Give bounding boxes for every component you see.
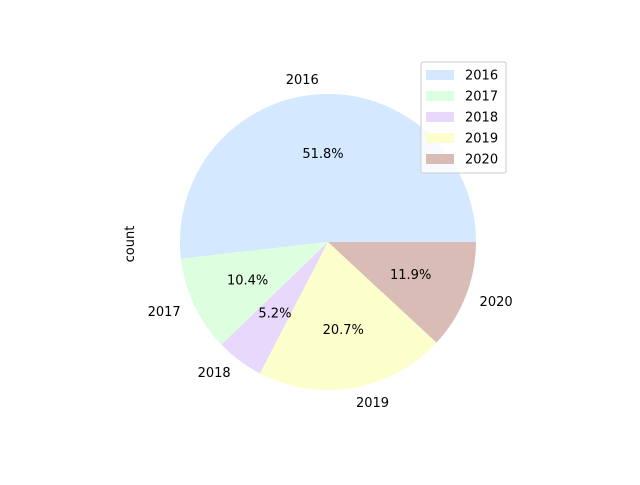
pie-label-2017: 2017	[148, 305, 181, 320]
pie-slice-2020	[328, 242, 476, 343]
pie-percent-2018: 5.2%	[258, 307, 291, 322]
pie-percent-2019: 20.7%	[323, 323, 364, 338]
pie-label-2020: 2020	[480, 295, 513, 310]
pie-slice-2019	[259, 242, 437, 390]
legend-swatch-2018	[426, 112, 454, 122]
pie-label-2019: 2019	[356, 396, 389, 411]
legend-label-2017: 2017	[465, 90, 498, 105]
pie-label-2016: 2016	[286, 73, 319, 88]
pie-percent-2016: 51.8%	[302, 147, 343, 162]
legend-frame	[420, 61, 507, 174]
legend-swatch-2017	[426, 91, 454, 101]
legend-swatch-2016	[426, 70, 454, 80]
legend-label-2019: 2019	[465, 132, 498, 147]
pie-label-2018: 2018	[198, 366, 231, 381]
pie-percent-labels: 51.8% 10.4% 5.2% 20.7% 11.9%	[227, 147, 431, 338]
y-axis-label: count	[123, 226, 138, 263]
legend-swatch-2019	[426, 133, 454, 143]
legend-label-2020: 2020	[465, 153, 498, 168]
pie-slices	[180, 93, 476, 390]
pie-percent-2017: 10.4%	[227, 273, 268, 288]
pie-slice-2016	[180, 93, 476, 259]
pie-percent-2020: 11.9%	[390, 268, 431, 283]
legend: 2016 2017 2018 2019 2020	[420, 61, 507, 174]
legend-entries: 2016 2017 2018 2019 2020	[426, 69, 498, 168]
pie-category-labels: 2016 2017 2018 2019 2020	[148, 73, 513, 411]
legend-label-2018: 2018	[465, 111, 498, 126]
pie-slice-2018	[221, 242, 328, 374]
pie-slice-2017	[180, 242, 328, 345]
legend-label-2016: 2016	[465, 69, 498, 84]
legend-swatch-2020	[426, 154, 454, 164]
